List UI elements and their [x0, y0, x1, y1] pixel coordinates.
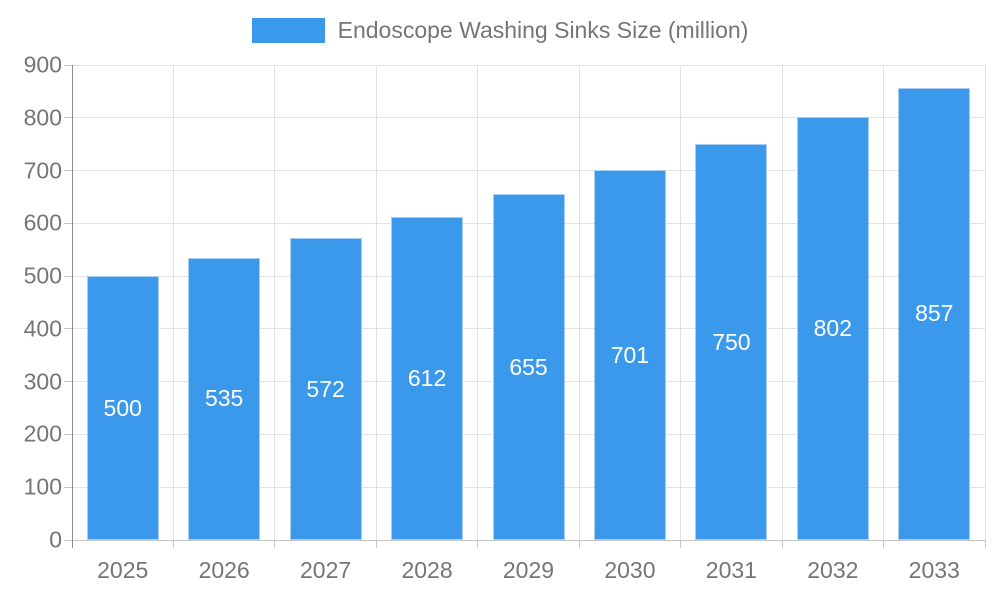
bar: 655 — [492, 194, 565, 540]
y-axis-tick — [64, 381, 72, 383]
x-axis-tick — [984, 540, 986, 548]
y-axis-tick — [64, 539, 72, 541]
y-axis-tick-label: 200 — [23, 420, 62, 447]
bar: 572 — [289, 238, 362, 540]
gridline-vertical — [984, 65, 986, 540]
x-axis-tick — [375, 540, 377, 548]
x-axis-tick-label: 2025 — [97, 557, 149, 583]
y-axis-tick-label: 100 — [23, 473, 62, 500]
x-axis-tick-label: 2030 — [604, 557, 656, 583]
y-axis-tick — [64, 433, 72, 435]
y-axis-tick-label: 500 — [23, 262, 62, 289]
bar-value-label: 857 — [915, 300, 954, 327]
x-axis-tick-label: 2029 — [502, 557, 555, 583]
x-axis-tick — [477, 540, 479, 548]
gridline-vertical — [578, 65, 580, 540]
legend-swatch — [251, 18, 325, 43]
gridline-vertical — [781, 65, 783, 540]
y-axis-tick-label: 400 — [23, 315, 62, 342]
y-axis-tick-label: 800 — [23, 104, 62, 131]
bar-value-label: 535 — [204, 385, 244, 412]
bar-value-label: 750 — [712, 328, 751, 355]
y-axis-tick — [64, 275, 72, 277]
y-axis-tick — [64, 64, 72, 66]
gridline-horizontal — [72, 64, 985, 66]
x-axis-tick — [781, 540, 783, 548]
bar: 701 — [593, 170, 666, 540]
bar-value-label: 655 — [509, 353, 548, 380]
bar-value-label: 802 — [813, 314, 853, 341]
bar: 500 — [86, 276, 159, 540]
bar-value-label: 612 — [407, 365, 447, 391]
x-axis-tick-label: 2027 — [300, 557, 352, 583]
bar: 857 — [898, 87, 971, 540]
bar: 535 — [188, 257, 261, 540]
legend: Endoscope Washing Sinks Size (million) — [0, 17, 1000, 44]
y-axis-line — [71, 65, 73, 548]
y-axis-tick — [64, 222, 72, 224]
gridline-horizontal — [72, 170, 985, 172]
gridline-vertical — [883, 65, 885, 540]
gridline-vertical — [680, 65, 682, 540]
gridline-vertical — [477, 65, 479, 540]
x-axis-tick — [680, 540, 682, 548]
bar: 750 — [695, 144, 768, 540]
y-axis-tick — [64, 486, 72, 488]
x-axis-tick-label: 2028 — [401, 557, 453, 583]
gridline-horizontal — [72, 117, 985, 119]
bar-value-label: 572 — [306, 375, 345, 402]
x-axis-tick-label: 2033 — [908, 557, 960, 583]
x-axis-line — [72, 539, 985, 541]
y-axis-tick-label: 900 — [23, 51, 62, 78]
y-axis-tick-label: 700 — [23, 157, 62, 184]
y-axis-tick — [64, 170, 72, 172]
gridline-vertical — [172, 65, 174, 540]
x-axis-tick-label: 2031 — [705, 557, 757, 583]
x-axis-tick — [883, 540, 885, 548]
bar-value-label: 701 — [610, 341, 650, 368]
y-axis-tick-label: 300 — [23, 368, 62, 395]
gridline-vertical — [375, 65, 377, 540]
y-axis-tick-label: 0 — [49, 526, 62, 553]
y-axis-tick — [64, 328, 72, 330]
x-axis-tick-label: 2026 — [198, 557, 250, 583]
x-axis-tick — [172, 540, 174, 548]
bar: 802 — [796, 116, 869, 540]
y-axis-tick-label: 600 — [23, 209, 62, 236]
x-axis-tick — [578, 540, 580, 548]
legend-label: Endoscope Washing Sinks Size (million) — [337, 17, 749, 43]
x-axis-tick-label: 2032 — [807, 557, 859, 583]
bar: 612 — [391, 217, 464, 540]
y-axis-tick — [64, 117, 72, 119]
gridline-vertical — [274, 65, 276, 540]
bar-value-label: 500 — [103, 394, 142, 421]
x-axis-tick — [274, 540, 276, 548]
